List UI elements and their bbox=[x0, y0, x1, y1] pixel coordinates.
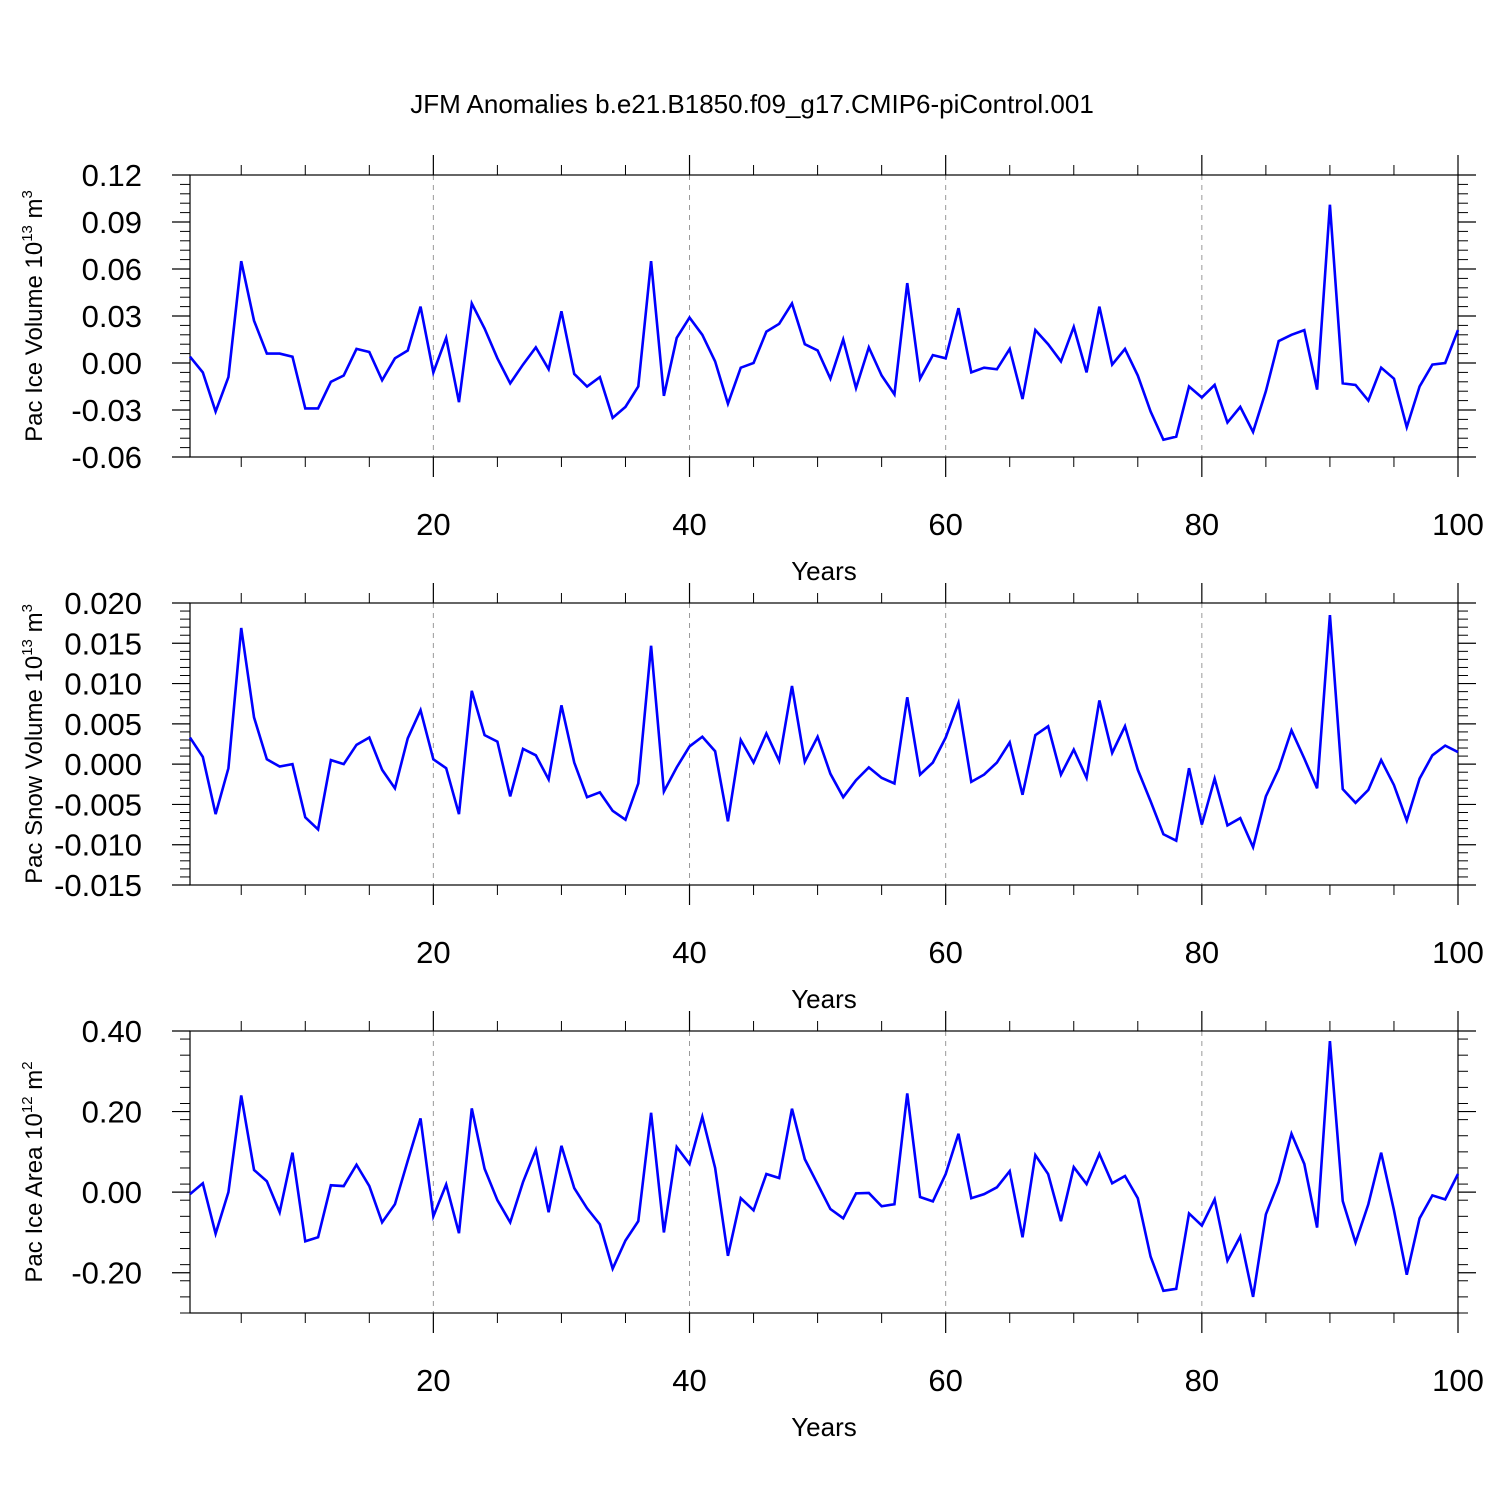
y-axis-label: Pac Snow Volume 1013 m3 bbox=[19, 604, 48, 884]
x-tick-label: 100 bbox=[1432, 507, 1484, 542]
x-tick-label: 40 bbox=[672, 1363, 706, 1398]
x-tick-label: 20 bbox=[416, 935, 450, 970]
panel-2: -0.015 -0.010 -0.005 0.000 0.005 0.010 0.015 0.… bbox=[19, 583, 1484, 1014]
y-axis-label-unit-exponent: 2 bbox=[19, 1061, 36, 1069]
y-tick-label: 0.000 bbox=[64, 747, 142, 782]
x-tick-label: 80 bbox=[1185, 935, 1219, 970]
y-axis-label-exponent: 13 bbox=[19, 225, 36, 242]
y-axis-label: Pac Ice Area 1012 m2 bbox=[19, 1061, 48, 1282]
panel-1: -0.06 -0.03 0.00 0.03 0.06 0.09 0.12 20 40 60 80 10… bbox=[19, 155, 1484, 586]
y-axis-label-text: Pac Snow Volume 10 bbox=[21, 656, 48, 884]
x-tick-label: 80 bbox=[1185, 507, 1219, 542]
y-tick-label: -0.015 bbox=[54, 868, 142, 903]
y-axis-label-unit-exponent: 3 bbox=[19, 190, 36, 198]
x-tick-label: 20 bbox=[416, 1363, 450, 1398]
y-tick-label: 0.00 bbox=[82, 1175, 142, 1210]
y-axis-label-unit-exponent: 3 bbox=[19, 604, 36, 612]
y-tick-label: -0.06 bbox=[71, 440, 142, 475]
y-tick-label: -0.20 bbox=[71, 1256, 142, 1291]
series-line-1 bbox=[188, 204, 1460, 442]
plot-frame bbox=[189, 602, 1459, 886]
panel-3: -0.20 0.00 0.20 0.40 20 40 60 80 100 Years Pac Ice… bbox=[19, 1011, 1484, 1442]
y-axis-label-exponent: 13 bbox=[19, 639, 36, 656]
chart-panels: -0.06 -0.03 0.00 0.03 0.06 0.09 0.12 20 40 60 80 10… bbox=[19, 155, 1484, 1442]
y-tick-label: 0.03 bbox=[82, 299, 142, 334]
x-axis-label: Years bbox=[791, 1412, 857, 1442]
y-tick-label: 0.09 bbox=[82, 205, 142, 240]
y-tick-label: 0.020 bbox=[64, 586, 142, 621]
x-tick-label: 100 bbox=[1432, 1363, 1484, 1398]
y-axis-label-unit: m bbox=[21, 198, 48, 225]
x-tick-label: 40 bbox=[672, 507, 706, 542]
y-tick-label: 0.010 bbox=[64, 667, 142, 702]
y-tick-label: -0.010 bbox=[54, 828, 142, 863]
series-line-1 bbox=[189, 1040, 1460, 1298]
y-tick-label: 0.06 bbox=[82, 252, 142, 287]
y-tick-label: 0.00 bbox=[82, 346, 142, 381]
x-tick-label: 100 bbox=[1432, 935, 1484, 970]
x-tick-label: 20 bbox=[416, 507, 450, 542]
y-tick-label: 0.40 bbox=[82, 1014, 142, 1049]
y-axis-label-exponent: 12 bbox=[19, 1096, 36, 1113]
plot-frame bbox=[189, 1030, 1459, 1314]
x-tick-label: 80 bbox=[1185, 1363, 1219, 1398]
series-line-1 bbox=[188, 614, 1459, 852]
x-tick-label: 60 bbox=[928, 935, 962, 970]
y-axis-label-unit: m bbox=[21, 1070, 48, 1097]
x-tick-label: 60 bbox=[928, 1363, 962, 1398]
chart-title: JFM Anomalies b.e21.B1850.f09_g17.CMIP6-… bbox=[410, 89, 1094, 119]
y-tick-label: 0.12 bbox=[82, 158, 142, 193]
plot-frame bbox=[189, 174, 1459, 458]
x-axis-label: Years bbox=[791, 984, 857, 1014]
y-tick-label: 0.005 bbox=[64, 707, 142, 742]
y-axis-label-unit: m bbox=[21, 612, 48, 639]
x-tick-label: 40 bbox=[672, 935, 706, 970]
x-tick-label: 60 bbox=[928, 507, 962, 542]
x-axis-label: Years bbox=[791, 556, 857, 586]
y-axis-label-text: Pac Ice Area 10 bbox=[21, 1113, 48, 1282]
y-axis-label-text: Pac Ice Volume 10 bbox=[21, 242, 48, 442]
y-tick-label: 0.015 bbox=[64, 626, 142, 661]
y-tick-label: 0.20 bbox=[82, 1095, 142, 1130]
y-tick-label: -0.03 bbox=[71, 393, 142, 428]
y-axis-label: Pac Ice Volume 1013 m3 bbox=[19, 190, 48, 442]
y-tick-label: -0.005 bbox=[54, 787, 142, 822]
